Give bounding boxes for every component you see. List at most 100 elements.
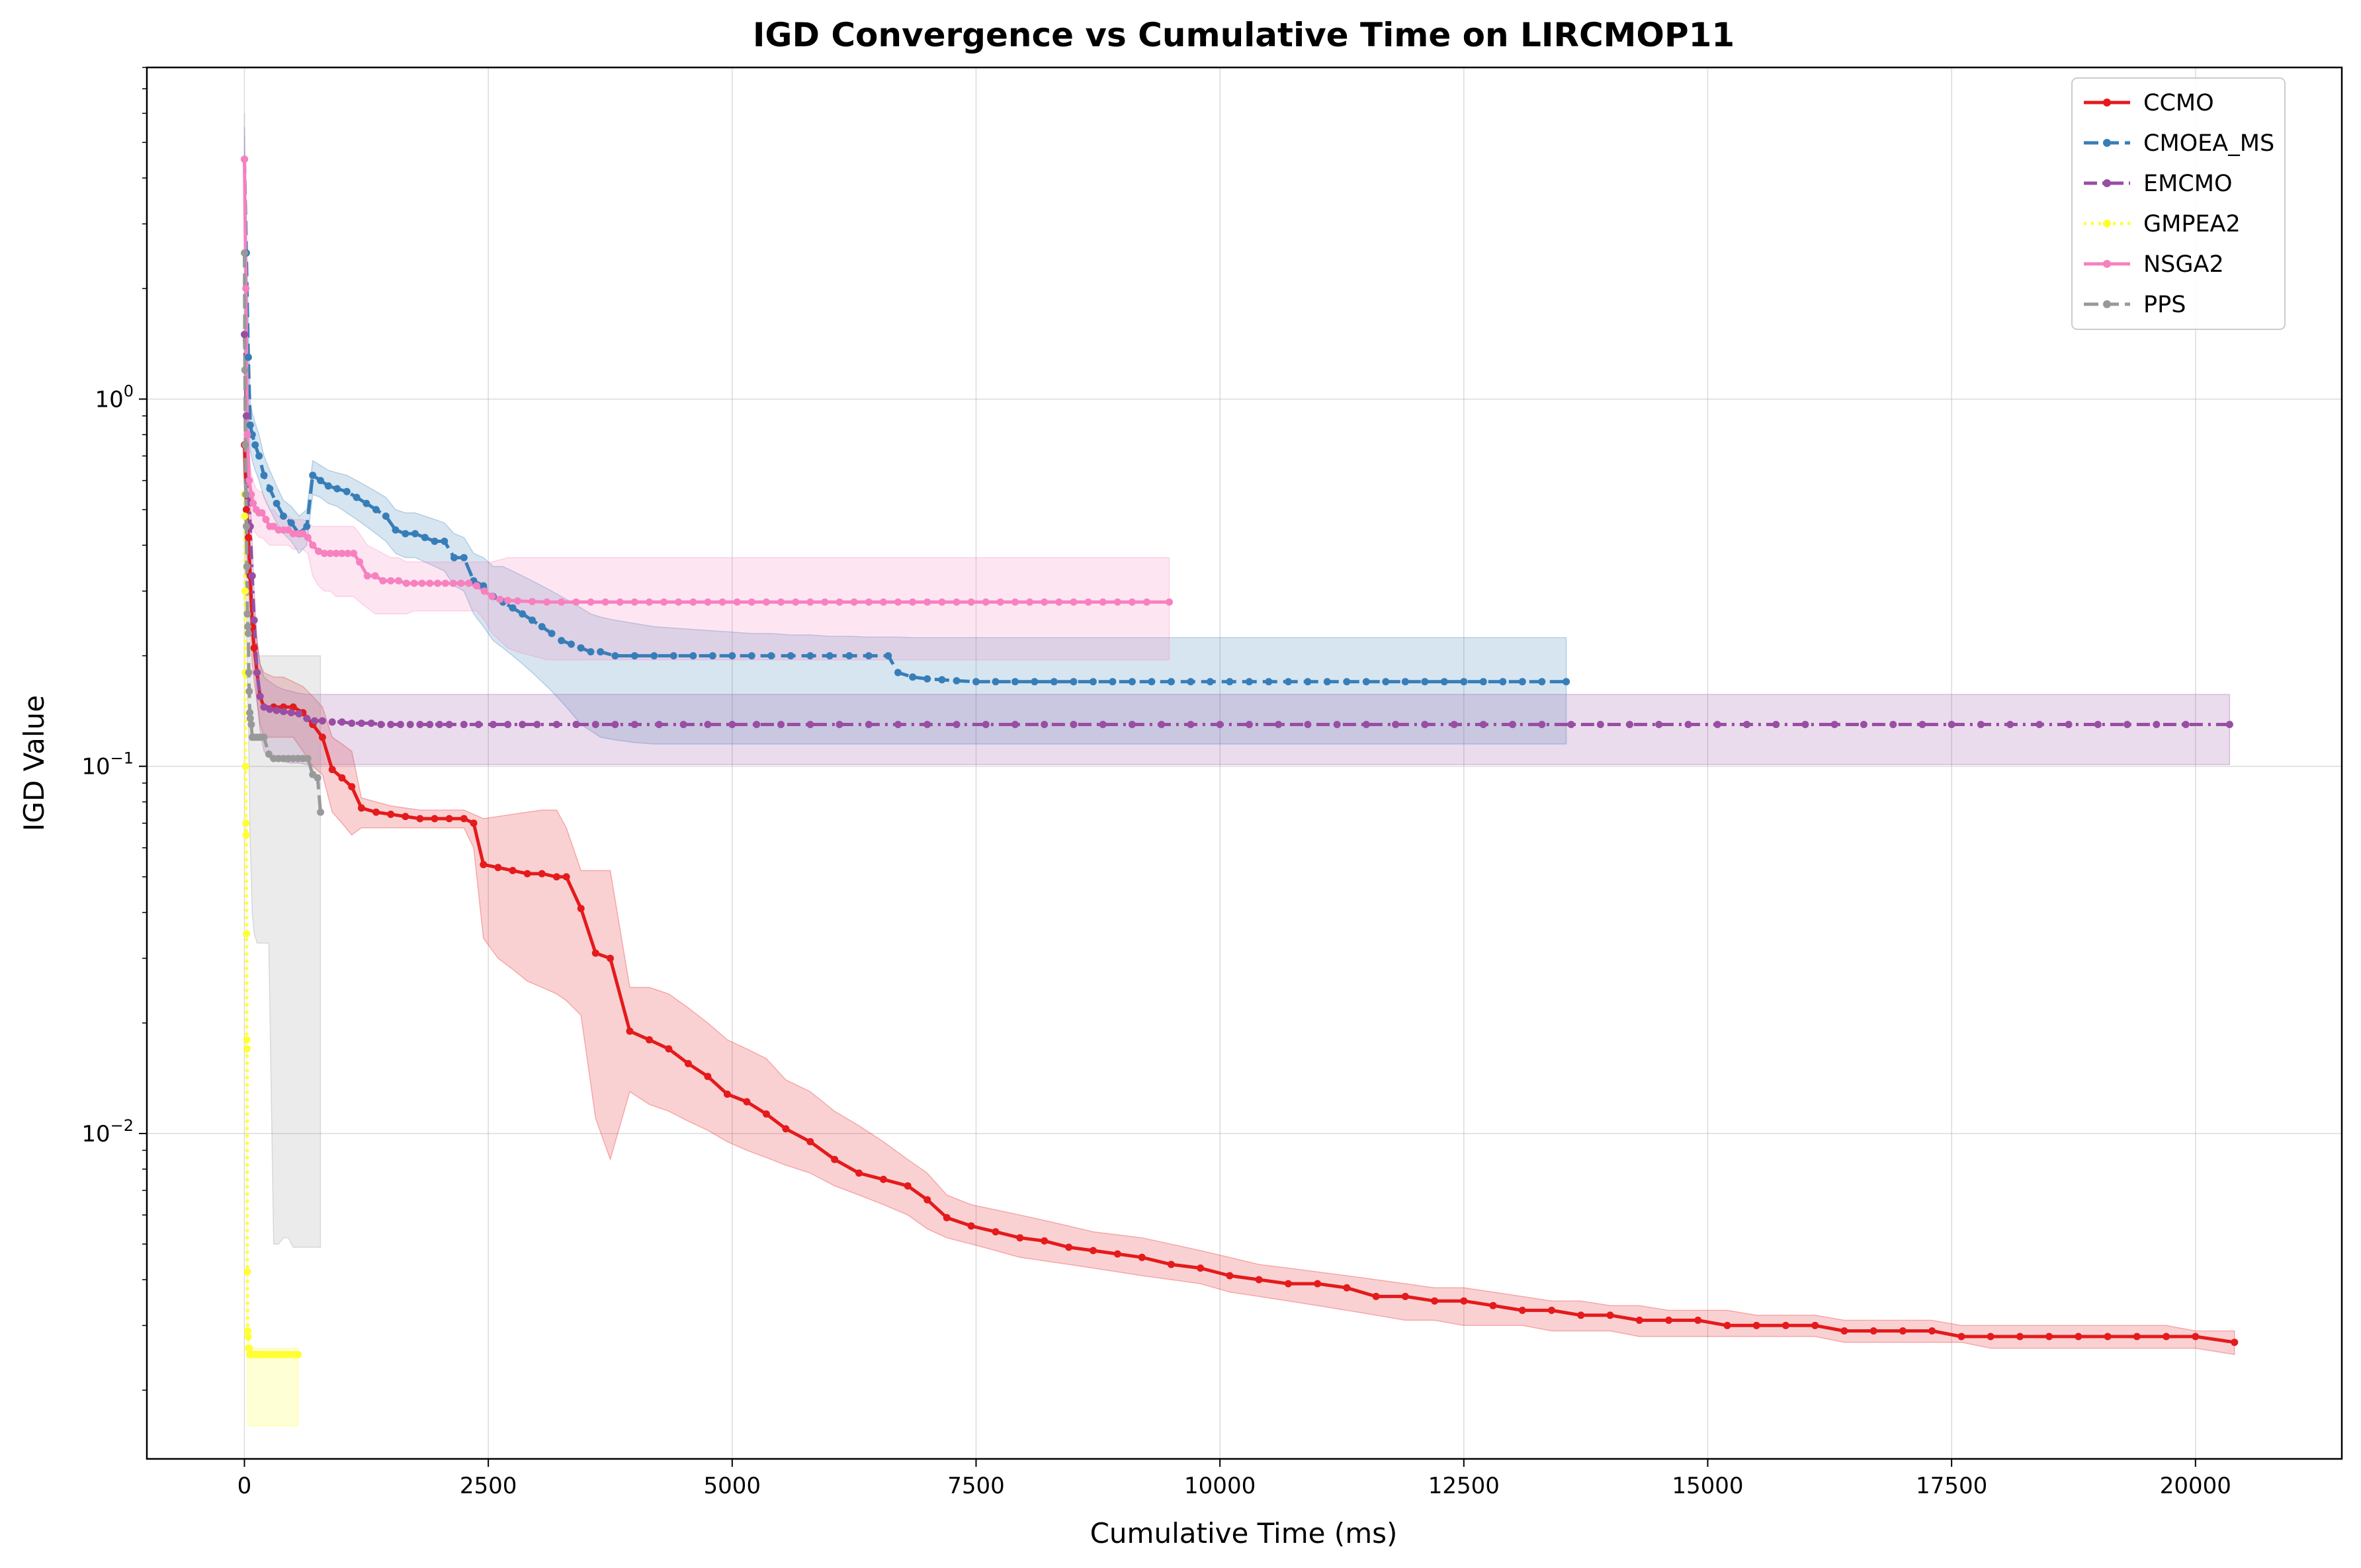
point-emcmo <box>280 708 287 716</box>
point-ccmo <box>242 506 250 514</box>
point-cmoea-ms <box>363 499 370 507</box>
point-emcmo <box>1889 721 1897 728</box>
point-ccmo <box>402 813 409 821</box>
point-nsga2 <box>1166 598 1173 606</box>
point-cmoea-ms <box>1109 678 1117 686</box>
point-emcmo <box>367 720 375 727</box>
point-nsga2 <box>449 579 457 587</box>
series-markers <box>241 155 2239 1358</box>
band-emcmo <box>243 305 2231 766</box>
point-ccmo <box>1899 1327 1907 1335</box>
point-emcmo <box>1421 721 1429 728</box>
point-nsga2 <box>1055 598 1063 606</box>
point-cmoea-ms <box>953 677 961 684</box>
legend: CCMO CMOEA_MS EMCMO GMPEA2 NSGA2 PPS <box>2071 77 2286 330</box>
point-ccmo <box>357 804 365 812</box>
point-pps <box>242 491 250 499</box>
point-gmpea2 <box>242 819 250 827</box>
point-nsga2 <box>315 548 322 556</box>
point-cmoea-ms <box>909 673 917 681</box>
point-ccmo <box>328 766 336 774</box>
point-cmoea-ms <box>1206 678 1214 686</box>
point-ccmo <box>1226 1272 1234 1280</box>
point-cmoea-ms <box>251 441 259 449</box>
point-cmoea-ms <box>538 623 546 631</box>
point-pps <box>244 623 252 631</box>
point-cmoea-ms <box>865 652 873 660</box>
point-emcmo <box>1977 721 1985 728</box>
point-cmoea-ms <box>1265 678 1273 686</box>
point-nsga2 <box>646 598 653 606</box>
point-nsga2 <box>504 597 512 604</box>
point-cmoea-ms <box>1421 678 1429 686</box>
point-ccmo <box>967 1222 975 1230</box>
point-emcmo <box>728 721 736 728</box>
point-ccmo <box>1284 1280 1292 1288</box>
point-emcmo <box>303 714 311 722</box>
point-pps <box>242 522 250 530</box>
point-emcmo <box>1948 721 1955 728</box>
legend-label-nsga2: NSGA2 <box>2143 251 2224 278</box>
point-emcmo <box>1070 721 1078 728</box>
point-ccmo <box>1343 1284 1351 1292</box>
point-emcmo <box>2094 721 2102 728</box>
point-ccmo <box>607 954 614 962</box>
point-nsga2 <box>630 598 638 606</box>
point-cmoea-ms <box>548 630 556 638</box>
point-ccmo <box>2045 1333 2053 1341</box>
point-ccmo <box>2192 1333 2200 1341</box>
point-emcmo <box>348 720 356 727</box>
point-emcmo <box>287 709 295 717</box>
point-cmoea-ms <box>382 513 390 520</box>
point-cmoea-ms <box>806 652 814 660</box>
legend-label-cmoea-ms: CMOEA_MS <box>2143 130 2274 157</box>
point-emcmo <box>295 710 303 718</box>
point-cmoea-ms <box>421 534 429 542</box>
point-emcmo <box>1333 721 1341 728</box>
point-nsga2 <box>304 534 312 542</box>
point-ccmo <box>723 1091 731 1098</box>
point-ccmo <box>2075 1333 2082 1341</box>
point-ccmo <box>831 1155 839 1163</box>
x-tick-label: 2500 <box>460 1473 517 1499</box>
point-ccmo <box>879 1175 887 1183</box>
point-cmoea-ms <box>1460 678 1468 686</box>
point-cmoea-ms <box>884 652 892 660</box>
point-pps <box>243 563 251 571</box>
point-ccmo <box>318 733 326 741</box>
point-ccmo <box>470 819 478 827</box>
point-cmoea-ms <box>317 477 324 485</box>
point-cmoea-ms <box>309 472 317 479</box>
point-ccmo <box>806 1137 814 1145</box>
point-nsga2 <box>733 598 741 606</box>
point-cmoea-ms <box>411 530 419 538</box>
point-ccmo <box>445 815 453 823</box>
point-emcmo <box>1918 721 1926 728</box>
point-cmoea-ms <box>1070 678 1078 686</box>
point-emcmo <box>533 721 541 728</box>
point-nsga2 <box>601 598 609 606</box>
point-nsga2 <box>247 491 255 499</box>
point-emcmo <box>445 721 453 728</box>
point-nsga2 <box>967 598 975 606</box>
point-emcmo <box>311 717 319 725</box>
point-nsga2 <box>242 284 250 292</box>
point-cmoea-ms <box>1187 678 1195 686</box>
point-ccmo <box>538 870 546 878</box>
point-cmoea-ms <box>1401 678 1409 686</box>
x-tick-label: 17500 <box>1916 1473 1987 1499</box>
point-cmoea-ms <box>1518 678 1526 686</box>
point-gmpea2 <box>243 1036 251 1044</box>
point-ccmo <box>338 774 346 782</box>
point-emcmo <box>256 692 264 700</box>
point-nsga2 <box>402 579 410 587</box>
point-emcmo <box>474 721 482 728</box>
point-emcmo <box>1743 721 1750 728</box>
x-axis-label: Cumulative Time (ms) <box>1090 1517 1398 1549</box>
point-nsga2 <box>245 477 253 485</box>
point-emcmo <box>865 721 873 728</box>
point-emcmo <box>1567 721 1575 728</box>
point-ccmo <box>591 949 599 957</box>
point-ccmo <box>1752 1321 1760 1329</box>
point-cmoea-ms <box>728 652 736 660</box>
